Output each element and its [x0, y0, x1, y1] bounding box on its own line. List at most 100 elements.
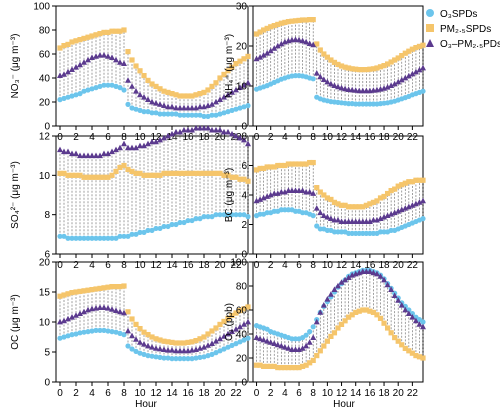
- series-o3spds: [57, 212, 251, 241]
- point-o3-pm25pds: [149, 98, 155, 105]
- point-o3-pm25pds: [391, 292, 398, 298]
- point-pm25spds: [145, 172, 151, 178]
- point-o3-pm25pds: [101, 52, 107, 58]
- x-tick-label: 12: [150, 388, 162, 399]
- point-pm25spds: [360, 307, 366, 313]
- point-o3-pm25pds: [416, 199, 423, 205]
- point-o3-pm25pds: [141, 94, 147, 100]
- point-o3-pm25pds: [320, 302, 327, 308]
- point-pm25spds: [335, 61, 341, 67]
- point-o3spds: [97, 327, 103, 333]
- point-o3spds: [213, 112, 219, 118]
- point-pm25spds: [157, 86, 163, 92]
- point-pm25spds: [193, 92, 199, 98]
- point-o3-pm25pds: [233, 326, 239, 332]
- point-o3-pm25pds: [157, 101, 163, 107]
- point-o3-pm25pds: [81, 152, 87, 159]
- point-pm25spds: [73, 172, 79, 178]
- point-o3-pm25pds: [97, 304, 103, 310]
- point-o3-pm25pds: [335, 282, 341, 289]
- x-tick-label: 8: [121, 132, 127, 143]
- point-pm25spds: [374, 65, 380, 71]
- point-pm25spds: [253, 362, 260, 368]
- point-o3spds: [201, 354, 207, 360]
- x-tick-label: 10: [322, 132, 334, 143]
- point-pm25spds: [157, 172, 163, 178]
- series-o3spds: [253, 207, 426, 236]
- point-o3-pm25pds: [113, 56, 119, 63]
- x-tick-label: 14: [350, 388, 362, 399]
- point-pm25spds: [245, 304, 251, 310]
- point-o3-pm25pds: [320, 76, 327, 82]
- point-o3-pm25pds: [267, 339, 274, 345]
- point-pm25spds: [314, 41, 320, 47]
- point-pm25spds: [338, 321, 345, 327]
- x-tick-label: 16: [364, 388, 376, 399]
- point-pm25spds: [381, 320, 387, 326]
- x-tick-label: 16: [182, 388, 194, 399]
- point-pm25spds: [392, 186, 398, 192]
- x-tick-label: 10: [134, 388, 146, 399]
- point-pm25spds: [324, 54, 330, 60]
- point-o3-pm25pds: [237, 134, 243, 141]
- point-pm25spds: [381, 63, 387, 69]
- point-pm25spds: [229, 174, 235, 180]
- point-pm25spds: [307, 360, 313, 366]
- point-o3spds: [233, 212, 239, 218]
- x-tick-label: 22: [230, 260, 242, 271]
- point-o3spds: [209, 351, 215, 357]
- point-pm25spds: [253, 167, 260, 173]
- point-pm25spds: [189, 170, 195, 176]
- point-o3-pm25pds: [109, 54, 115, 60]
- point-pm25spds: [69, 290, 75, 296]
- point-o3spds: [153, 225, 159, 232]
- x-tick-label: 18: [378, 260, 390, 271]
- point-pm25spds: [149, 172, 155, 178]
- point-o3spds: [97, 83, 103, 89]
- point-o3spds: [237, 105, 243, 111]
- x-tick-label: 4: [89, 388, 95, 399]
- point-o3-pm25pds: [113, 146, 119, 153]
- x-tick-label: 22: [230, 388, 242, 399]
- point-o3-pm25pds: [61, 71, 67, 77]
- point-o3-pm25pds: [257, 335, 264, 342]
- point-o3-pm25pds: [310, 41, 317, 48]
- point-o3spds: [73, 331, 79, 337]
- point-o3-pm25pds: [173, 128, 179, 135]
- point-pm25spds: [292, 18, 299, 24]
- point-o3-pm25pds: [57, 146, 63, 153]
- point-pm25spds: [377, 64, 384, 70]
- point-o3-pm25pds: [405, 203, 412, 210]
- point-o3-pm25pds: [233, 132, 239, 139]
- point-o3-pm25pds: [409, 70, 416, 77]
- point-pm25spds: [153, 83, 159, 89]
- point-pm25spds: [275, 365, 281, 371]
- point-o3spds: [177, 219, 183, 226]
- point-o3spds: [105, 82, 111, 88]
- point-o3-pm25pds: [264, 338, 271, 344]
- point-pm25spds: [177, 340, 183, 346]
- point-pm25spds: [374, 312, 380, 318]
- point-o3spds: [93, 235, 99, 241]
- point-o3-pm25pds: [101, 304, 107, 310]
- x-tick-label: 18: [198, 388, 210, 399]
- point-pm25spds: [205, 331, 211, 337]
- point-pm25spds: [197, 170, 203, 176]
- point-pm25spds: [257, 165, 263, 172]
- point-o3-pm25pds: [149, 344, 155, 350]
- point-pm25spds: [388, 59, 394, 65]
- point-o3-pm25pds: [313, 70, 320, 76]
- point-o3-pm25pds: [81, 308, 87, 315]
- point-o3spds: [137, 229, 143, 235]
- point-o3-pm25pds: [420, 197, 426, 204]
- x-tick-label: 16: [182, 132, 194, 143]
- point-o3-pm25pds: [257, 54, 264, 60]
- y-tick-label: 2: [241, 220, 247, 231]
- point-o3-pm25pds: [193, 124, 199, 131]
- point-pm25spds: [165, 170, 171, 176]
- point-pm25spds: [105, 174, 111, 180]
- point-o3spds: [77, 330, 83, 336]
- point-o3-pm25pds: [402, 74, 409, 81]
- point-o3-pm25pds: [310, 334, 317, 340]
- point-o3-pm25pds: [398, 206, 405, 213]
